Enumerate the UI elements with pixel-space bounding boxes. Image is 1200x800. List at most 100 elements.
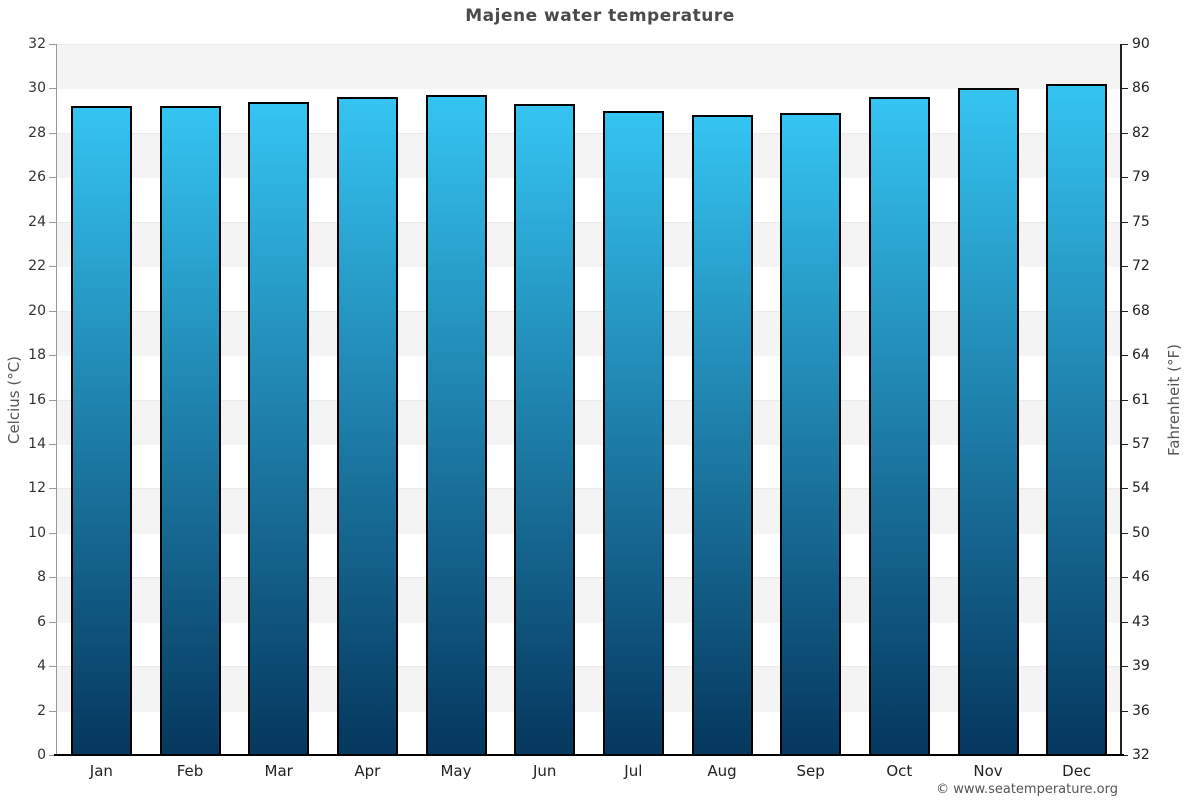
x-axis-line bbox=[54, 753, 1124, 756]
bar-mar bbox=[248, 101, 310, 755]
y-tick-label-celsius: 6 bbox=[37, 613, 46, 630]
y-tick-mark-left bbox=[49, 621, 56, 623]
y-tick-label-celsius: 14 bbox=[28, 435, 46, 452]
y-tick-mark-left bbox=[49, 710, 56, 712]
y-tick-mark-left bbox=[49, 532, 56, 534]
y-tick-mark-right bbox=[1121, 621, 1128, 623]
y-tick-mark-right bbox=[1121, 221, 1128, 223]
chart-title: Majene water temperature bbox=[465, 6, 735, 26]
grid-band bbox=[57, 399, 1121, 444]
y-tick-mark-right bbox=[1121, 355, 1128, 357]
y-tick-mark-left bbox=[49, 577, 56, 579]
x-tick-label-apr: Apr bbox=[354, 762, 381, 780]
x-tick-label-sep: Sep bbox=[796, 762, 825, 780]
x-tick-label-jan: Jan bbox=[89, 762, 113, 780]
y-tick-label-fahrenheit: 64 bbox=[1132, 347, 1150, 364]
y-tick-mark-left bbox=[49, 399, 56, 401]
x-tick-label-dec: Dec bbox=[1062, 762, 1092, 780]
y-tick-mark-right bbox=[1121, 710, 1128, 712]
y-tick-label-fahrenheit: 72 bbox=[1132, 258, 1150, 275]
bar-oct bbox=[868, 97, 930, 755]
grid-band bbox=[57, 621, 1121, 667]
grid-band bbox=[57, 44, 1121, 89]
y-tick-label-fahrenheit: 61 bbox=[1132, 391, 1150, 408]
y-tick-label-fahrenheit: 50 bbox=[1132, 524, 1150, 541]
x-tick-label-jun: Jun bbox=[532, 762, 557, 780]
grid-band bbox=[57, 221, 1121, 267]
y-tick-mark-left bbox=[49, 443, 56, 445]
y-tick-mark-left bbox=[49, 666, 56, 668]
y-tick-label-fahrenheit: 46 bbox=[1132, 569, 1150, 586]
y-tick-mark-left bbox=[49, 44, 56, 45]
y-tick-label-celsius: 20 bbox=[28, 302, 46, 319]
y-tick-label-fahrenheit: 54 bbox=[1132, 480, 1150, 497]
y-tick-mark-left bbox=[49, 88, 56, 90]
x-tick-label-jul: Jul bbox=[624, 762, 643, 780]
grid-band bbox=[57, 443, 1121, 489]
bar-feb bbox=[159, 106, 221, 755]
y-tick-mark-right bbox=[1121, 666, 1128, 668]
y-tick-label-celsius: 18 bbox=[28, 347, 46, 364]
grid-band bbox=[57, 577, 1121, 622]
bar-apr bbox=[336, 97, 398, 755]
y-tick-label-celsius: 10 bbox=[28, 524, 46, 541]
y-tick-mark-left bbox=[49, 355, 56, 357]
plot-area bbox=[57, 44, 1121, 755]
bar-jun bbox=[514, 103, 576, 755]
y-axis-left-line bbox=[56, 44, 57, 755]
y-tick-mark-right bbox=[1121, 44, 1128, 45]
x-tick-label-feb: Feb bbox=[176, 762, 204, 780]
y-tick-mark-right bbox=[1121, 399, 1128, 401]
y-tick-mark-right bbox=[1121, 443, 1128, 445]
y-tick-mark-left bbox=[49, 755, 56, 756]
bar-dec bbox=[1046, 83, 1108, 755]
bar-sep bbox=[780, 112, 842, 755]
y-tick-mark-right bbox=[1121, 755, 1128, 756]
y-tick-label-fahrenheit: 75 bbox=[1132, 213, 1150, 230]
y-tick-label-fahrenheit: 32 bbox=[1132, 747, 1150, 763]
grid-band bbox=[57, 710, 1121, 755]
y-tick-mark-right bbox=[1121, 532, 1128, 534]
y-tick-label-celsius: 4 bbox=[37, 658, 46, 675]
y-tick-label-celsius: 32 bbox=[28, 36, 46, 52]
grid-band bbox=[57, 132, 1121, 178]
y-axis-left-title: Celcius (°C) bbox=[5, 355, 23, 445]
y-tick-mark-left bbox=[49, 221, 56, 223]
x-tick-label-nov: Nov bbox=[973, 762, 1003, 780]
y-tick-label-fahrenheit: 86 bbox=[1132, 80, 1150, 97]
y-tick-label-celsius: 0 bbox=[37, 747, 46, 763]
grid-band bbox=[57, 532, 1121, 578]
x-tick-label-mar: Mar bbox=[264, 762, 293, 780]
grid-band bbox=[57, 177, 1121, 222]
y-tick-mark-left bbox=[49, 488, 56, 490]
grid-band bbox=[57, 355, 1121, 400]
grid-band bbox=[57, 310, 1121, 356]
grid-band bbox=[57, 488, 1121, 533]
attribution-text: © www.seatemperature.org bbox=[936, 782, 1118, 797]
y-tick-label-celsius: 16 bbox=[28, 391, 46, 408]
y-tick-mark-right bbox=[1121, 577, 1128, 579]
y-tick-label-celsius: 22 bbox=[28, 258, 46, 275]
grid-band bbox=[57, 88, 1121, 133]
y-tick-mark-right bbox=[1121, 88, 1128, 90]
bar-jan bbox=[70, 106, 132, 755]
bar-aug bbox=[691, 115, 753, 755]
y-tick-label-celsius: 8 bbox=[37, 569, 46, 586]
y-tick-mark-left bbox=[49, 266, 56, 268]
bar-may bbox=[425, 95, 487, 755]
y-tick-label-celsius: 26 bbox=[28, 169, 46, 186]
y-tick-mark-right bbox=[1121, 177, 1128, 179]
grid-band bbox=[57, 666, 1121, 711]
y-tick-mark-left bbox=[49, 132, 56, 134]
y-tick-label-celsius: 12 bbox=[28, 480, 46, 497]
y-tick-mark-right bbox=[1121, 488, 1128, 490]
y-axis-right-line bbox=[1120, 44, 1122, 755]
y-tick-label-fahrenheit: 39 bbox=[1132, 658, 1150, 675]
x-tick-label-aug: Aug bbox=[707, 762, 737, 780]
bar-nov bbox=[957, 88, 1019, 755]
y-tick-label-fahrenheit: 79 bbox=[1132, 169, 1150, 186]
y-tick-label-fahrenheit: 43 bbox=[1132, 613, 1150, 630]
bar-jul bbox=[602, 110, 664, 755]
y-tick-label-celsius: 28 bbox=[28, 124, 46, 141]
